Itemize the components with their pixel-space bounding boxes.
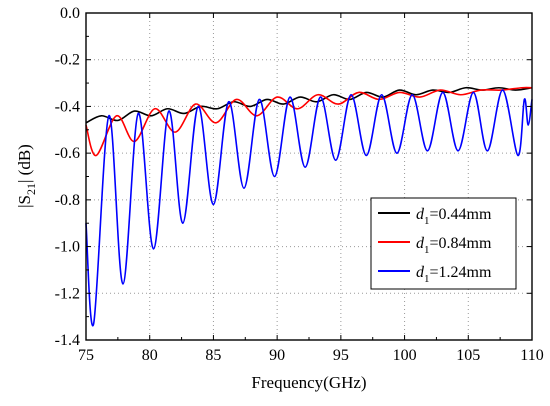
grid bbox=[86, 13, 532, 340]
series-group bbox=[85, 86, 533, 327]
legend-label-0: d1=0.44mm bbox=[416, 206, 492, 227]
y-tick-label: -1.0 bbox=[55, 239, 80, 256]
y-tick-label: -1.2 bbox=[55, 285, 80, 302]
legend: d1=0.44mm d1=0.84mm d1=1.24mm bbox=[370, 197, 517, 290]
x-tick-label: 100 bbox=[393, 347, 417, 364]
series-line-0 bbox=[85, 86, 533, 124]
x-axis-title: Frequency(GHz) bbox=[251, 373, 366, 392]
x-tick-label: 75 bbox=[78, 347, 94, 364]
x-tick-label: 110 bbox=[520, 347, 543, 364]
legend-label-1: d1=0.84mm bbox=[416, 235, 492, 256]
tick-labels: 75 80 85 90 95 100 105 110 0.0 -0.2 -0.4 -0.6 -0.8 -1… bbox=[55, 5, 544, 364]
legend-label-2: d1=1.24mm bbox=[416, 264, 492, 285]
series-line-2 bbox=[85, 89, 533, 327]
y-tick-label: -1.4 bbox=[55, 332, 80, 349]
x-tick-label: 105 bbox=[456, 347, 480, 364]
axis-ticks bbox=[85, 12, 533, 341]
x-tick-label: 85 bbox=[205, 347, 221, 364]
plot-frame bbox=[85, 12, 533, 341]
y-tick-label: -0.2 bbox=[55, 52, 80, 69]
y-tick-label: -0.8 bbox=[55, 192, 80, 209]
y-axis-title: |S21| (dB) bbox=[15, 144, 38, 208]
y-tick-label: 0.0 bbox=[60, 5, 80, 22]
x-tick-label: 95 bbox=[333, 347, 349, 364]
series-line-1 bbox=[85, 86, 533, 157]
x-tick-label: 80 bbox=[142, 347, 158, 364]
y-tick-label: -0.4 bbox=[55, 98, 80, 115]
y-tick-label: -0.6 bbox=[55, 145, 80, 162]
x-tick-label: 90 bbox=[269, 347, 285, 364]
